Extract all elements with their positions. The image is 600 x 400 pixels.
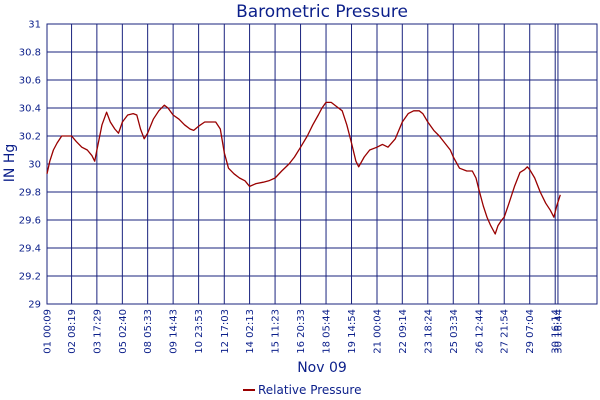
y-tick-label: 29.8 — [19, 188, 41, 199]
series-line-relative-pressure — [46, 101, 561, 235]
x-tick-label: 22 09:14 — [398, 309, 409, 354]
x-tick-label: 23 18:24 — [423, 309, 434, 354]
x-tick-label: 12 17:03 — [220, 309, 231, 354]
x-tick-label: 30 16:14 — [551, 309, 562, 354]
y-tick-label: 29.6 — [19, 216, 41, 227]
y-tick-label: 30 — [28, 160, 41, 171]
x-tick-label: 16 20:33 — [296, 309, 307, 354]
x-axis-label: Nov 09 — [297, 360, 347, 376]
y-axis-label: IN Hg — [2, 144, 18, 182]
y-tick-label: 30.4 — [19, 104, 41, 115]
y-tick-label: 30.8 — [19, 48, 41, 59]
y-tick-label: 29 — [28, 300, 41, 311]
y-tick-label: 29.4 — [19, 244, 41, 255]
y-tick-label: 31 — [28, 20, 41, 31]
x-tick-label: 05 02:40 — [118, 309, 129, 354]
legend: Relative Pressure — [243, 383, 361, 397]
x-tick-label: 19 14:54 — [347, 309, 358, 354]
series-layer — [46, 101, 561, 235]
x-tick-label: 29 07:04 — [525, 309, 536, 354]
legend-label-relative-pressure: Relative Pressure — [258, 383, 361, 397]
x-tick-label: 21 00:04 — [373, 309, 384, 354]
x-tick-label: 14 02:13 — [245, 309, 256, 354]
x-tick-label: 09 14:43 — [169, 309, 180, 354]
x-axis-ticks: 01 00:09 02 08:19 03 17:29 05 02:40 08 05:33… — [43, 309, 565, 354]
x-tick-label: 10 23:53 — [194, 309, 205, 354]
x-tick-label: 27 21:54 — [500, 309, 511, 354]
x-tick-label: 15 11:23 — [271, 309, 282, 354]
x-tick-label: 25 03:34 — [449, 309, 460, 354]
plot-area-border — [46, 23, 598, 305]
x-tick-label: 18 05:44 — [322, 309, 333, 354]
x-tick-label: 03 17:29 — [92, 309, 103, 354]
y-axis-ticks: 29 29.2 29.4 29.6 29.8 30 30.2 30.4 30.6 30.8 31 — [19, 20, 41, 311]
x-tick-label: 02 08:19 — [67, 309, 78, 354]
plot-grid — [46, 23, 598, 305]
x-tick-label: 08 05:33 — [143, 309, 154, 354]
y-tick-label: 30.2 — [19, 132, 41, 143]
x-tick-label: 26 12:44 — [474, 309, 485, 354]
chart-title: Barometric Pressure — [236, 2, 408, 22]
x-tick-label: 30 16:44 — [553, 309, 564, 354]
y-tick-label: 30.6 — [19, 76, 41, 87]
y-tick-label: 29.2 — [19, 272, 41, 283]
x-tick-label: 01 00:09 — [43, 309, 54, 354]
